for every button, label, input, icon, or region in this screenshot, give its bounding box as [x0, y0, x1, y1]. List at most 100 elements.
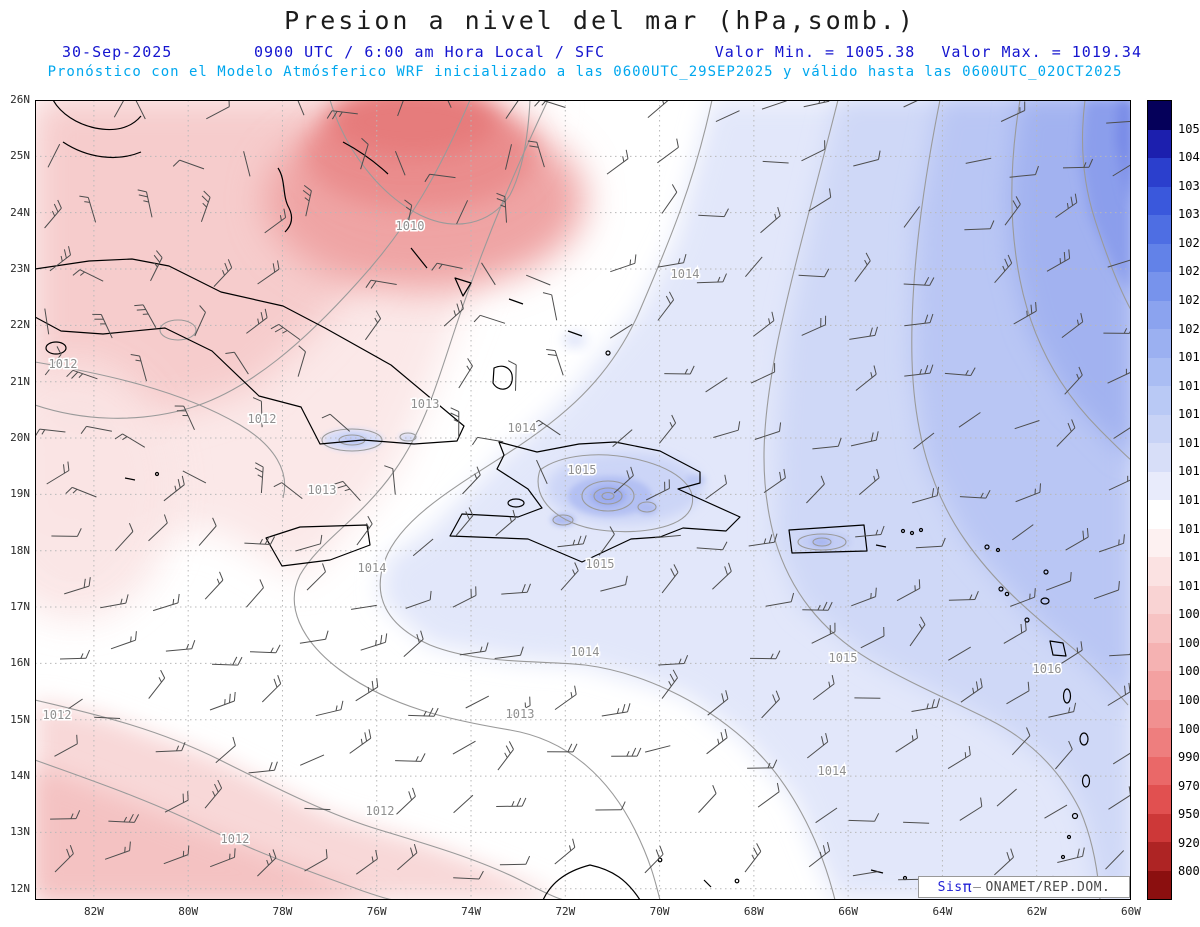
lat-label: 25N: [10, 149, 30, 163]
colorbar-segment: [1148, 557, 1171, 586]
isobar-label: 1014: [571, 645, 600, 659]
lat-label: 16N: [10, 656, 30, 670]
isobar-label: 1014: [358, 561, 387, 575]
isobar-label: 1012: [49, 357, 78, 371]
isobar-label: 1012: [43, 708, 72, 722]
colorbar-segment: [1148, 357, 1171, 386]
credit-box: Sis π – ONAMET/REP.DOM.: [918, 876, 1130, 898]
minmax-values: Valor Min. = 1005.38 Valor Max. = 1019.3…: [715, 43, 1142, 61]
isobar-label: 1013: [506, 707, 535, 721]
colorbar-segment: [1148, 329, 1171, 358]
colorbar-segment: [1148, 813, 1171, 842]
isobar-label: 1010: [396, 219, 425, 233]
isobar-label: 1012: [366, 804, 395, 818]
lon-label: 62W: [1026, 905, 1047, 918]
isobar-label: 1013: [308, 483, 337, 497]
lon-label: 78W: [272, 905, 293, 918]
lat-label: 19N: [10, 487, 30, 501]
isobar-labels-layer: 1010 1014 1012 1012 1013 1014 1015 1013 1014 1015…: [41, 218, 1063, 848]
lon-label: 66W: [838, 905, 859, 918]
colorbar-segment: [1148, 215, 1171, 244]
colorbar-label: 1018: [1178, 378, 1200, 393]
colorbar-segment: [1148, 756, 1171, 785]
colorbar-segment: [1148, 528, 1171, 557]
lon-label: 70W: [649, 905, 670, 918]
colorbar-label: 1015: [1178, 464, 1200, 479]
lon-label: 72W: [555, 905, 576, 918]
lon-label: 76W: [366, 905, 387, 918]
colorbar-label: 950: [1178, 807, 1200, 822]
lon-label: 60W: [1121, 905, 1141, 918]
lon-label: 82W: [83, 905, 104, 918]
colorbar-segment: [1148, 614, 1171, 643]
isobar-label: 1016: [1033, 662, 1062, 676]
colorbar-label: 1012: [1178, 550, 1200, 565]
colorbar-label: 990: [1178, 750, 1200, 765]
pressure-shading-layer: [35, 100, 1131, 900]
model-info-line: Pronóstico con el Modelo Atmósferico WRF…: [47, 64, 1123, 80]
lat-label: 12N: [10, 881, 30, 895]
colorbar-segment: [1148, 471, 1171, 500]
isobar-label: 1015: [829, 651, 858, 665]
colorbar-segment: [1148, 728, 1171, 757]
pi-logo: π: [962, 878, 973, 896]
colorbar-segment: [1148, 243, 1171, 272]
colorbar-label: 1006: [1178, 635, 1200, 650]
credit-org: ONAMET/REP.DOM.: [985, 879, 1111, 895]
pressure-map: 1010 1014 1012 1012 1013 1014 1015 1013 1014 1015…: [35, 100, 1131, 900]
puerto-rico-coastline: [788, 524, 868, 554]
lon-label: 68W: [743, 905, 764, 918]
colorbar-segment: [1148, 272, 1171, 301]
cuba-coastline: [35, 258, 465, 445]
colorbar-segment: [1148, 699, 1171, 728]
colorbar: [1147, 100, 1172, 900]
jamaica-coastline: [265, 524, 371, 567]
colorbar-label: 1014: [1178, 493, 1200, 507]
colorbar-label: 1020: [1178, 321, 1200, 336]
isobar-label: 1015: [568, 463, 597, 477]
colorbar-label: 1019: [1178, 350, 1200, 365]
colorbar-label: 1030: [1178, 207, 1200, 222]
lon-label: 64W: [932, 905, 953, 918]
colorbar-segment: [1148, 158, 1171, 187]
colorbar-segment: [1148, 386, 1171, 415]
lon-label: 80W: [178, 905, 199, 918]
lat-label: 20N: [10, 431, 30, 445]
colorbar-label: 1050: [1178, 121, 1200, 136]
colorbar-segment: [1148, 842, 1171, 871]
isobar-label: 1013: [411, 397, 440, 411]
colorbar-label: 1013: [1178, 521, 1200, 536]
isobar-label: 1014: [818, 764, 847, 778]
colorbar-segment: [1148, 870, 1171, 899]
colorbar-segment: [1148, 500, 1171, 529]
colorbar-label: 1040: [1178, 150, 1200, 165]
colorbar-segment: [1148, 785, 1171, 814]
colorbar-label: 1004: [1178, 664, 1200, 679]
lat-label: 26N: [10, 93, 30, 106]
min-value-label: Valor Min. = 1005.38: [714, 43, 916, 61]
colorbar-label: 1022: [1178, 293, 1200, 307]
colorbar-segment: [1148, 443, 1171, 472]
lon-label: 74W: [461, 905, 481, 918]
isobar-contours-layer: [35, 100, 1131, 900]
header-line: 30-Sep-2025 0900 UTC / 6:00 am Hora Loca…: [0, 43, 1200, 61]
wind-barbs-layer: [35, 100, 1131, 881]
forecast-date: 30-Sep-2025: [62, 43, 173, 61]
lat-label: 21N: [10, 374, 30, 388]
max-value-label: Valor Max. = 1019.34: [941, 43, 1142, 61]
colorbar-label: 1025: [1178, 264, 1200, 279]
isobar-label: 1015: [586, 557, 615, 571]
colorbar-segment: [1148, 414, 1171, 443]
colorbar-label: 1000: [1178, 721, 1200, 736]
lat-label: 13N: [10, 825, 30, 839]
colorbar-label: 970: [1178, 778, 1200, 793]
coastlines-layer: [35, 100, 1091, 900]
colorbar-label: 800: [1178, 864, 1200, 879]
credit-system-name: Sis: [937, 879, 963, 895]
lat-label: 17N: [10, 600, 30, 614]
colorbar-label: 1016: [1178, 435, 1200, 450]
colorbar-segment: [1148, 101, 1171, 130]
isobar-label: 1012: [248, 412, 277, 426]
colorbar-segment: [1148, 642, 1171, 671]
lat-label: 24N: [10, 205, 30, 219]
